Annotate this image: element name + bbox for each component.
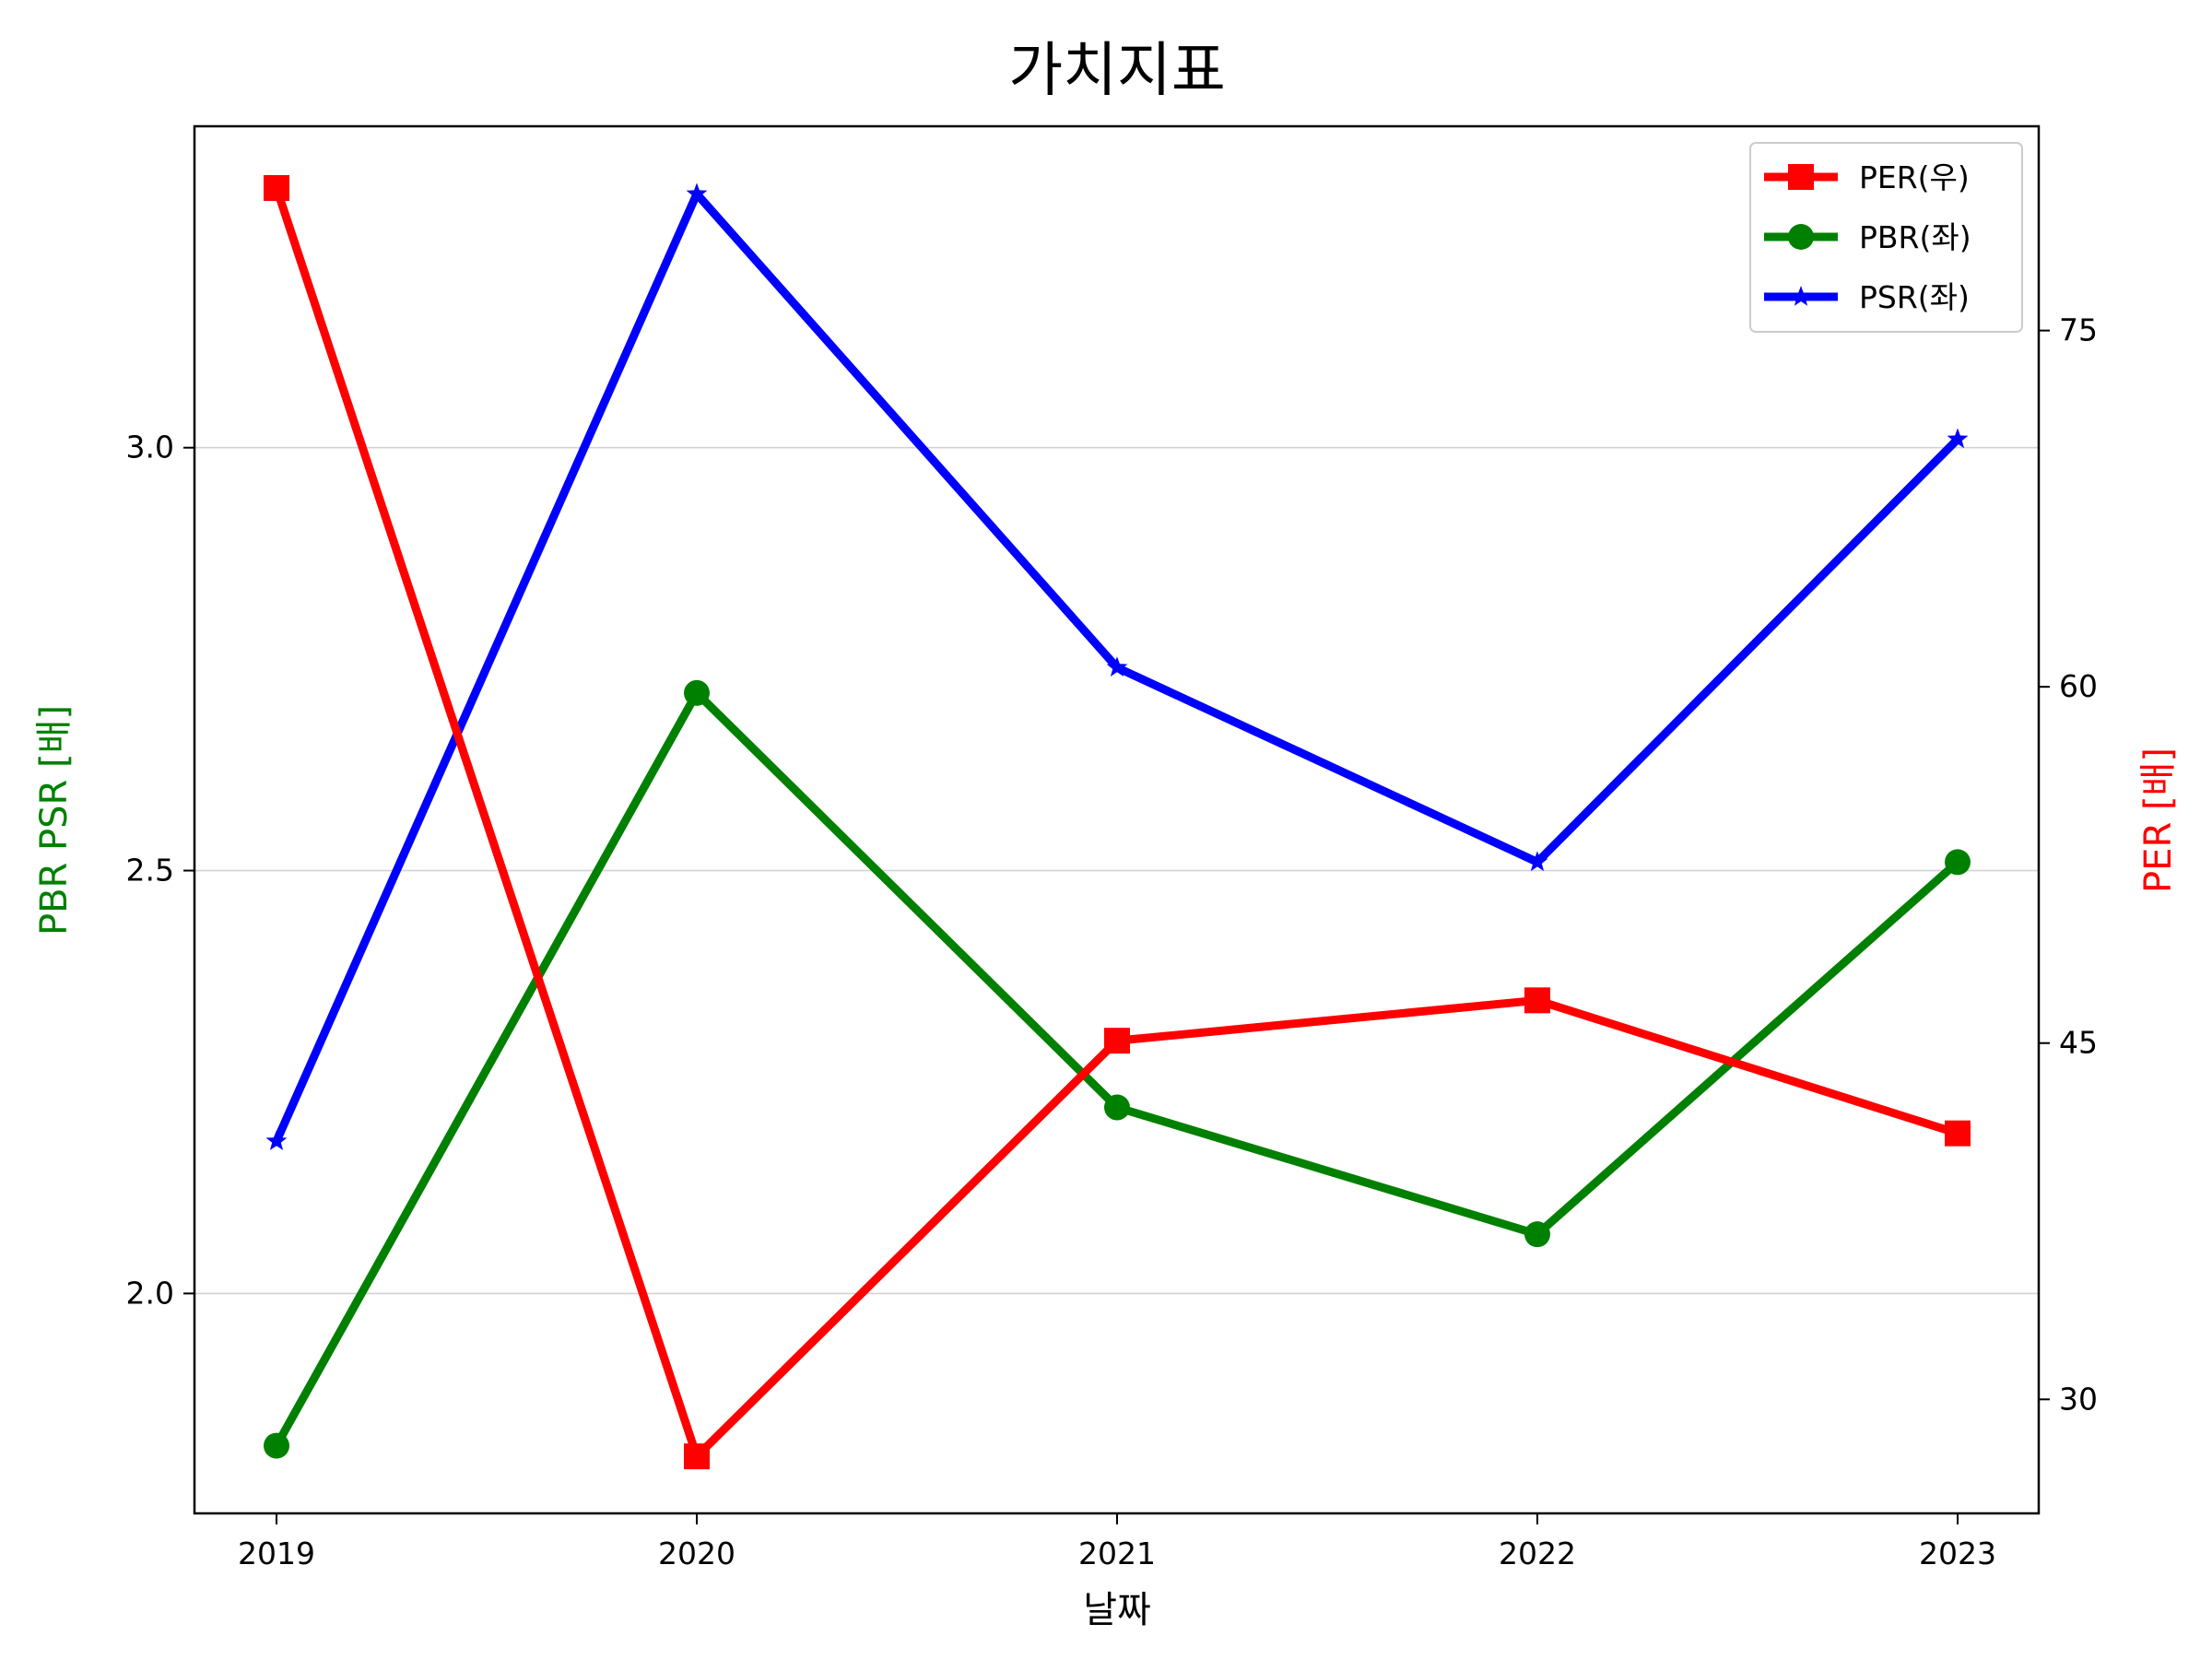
legend-marker <box>1788 224 1814 250</box>
data-point <box>1524 987 1550 1014</box>
data-point <box>1104 1028 1130 1054</box>
data-point <box>1945 849 1971 876</box>
left-y-axis: 2.0 2.5 3.0 <box>126 429 194 1311</box>
series-square-right <box>264 175 1971 1470</box>
left-y-tick-label: 2.5 <box>126 853 174 888</box>
data-point <box>1947 428 1969 449</box>
legend-label: PER(우) <box>1859 159 1970 195</box>
left-y-axis-label: PBR PSR [배] <box>33 705 76 935</box>
data-point <box>1104 1094 1130 1121</box>
data-point <box>1526 851 1548 872</box>
left-y-tick-label: 3.0 <box>126 429 174 465</box>
series-circle-left <box>264 679 1971 1459</box>
legend-marker <box>1790 286 1812 306</box>
data-point <box>686 182 708 204</box>
data-point <box>684 679 710 706</box>
chart-title: 가치지표 <box>1008 37 1226 105</box>
right-y-tick-label: 60 <box>2059 668 2098 704</box>
x-tick-label: 2022 <box>1499 1535 1576 1571</box>
x-axis-label: 날짜 <box>1083 1589 1151 1631</box>
right-y-tick-label: 45 <box>2059 1025 2098 1061</box>
left-y-tick-label: 2.0 <box>126 1275 174 1311</box>
data-point <box>264 1432 289 1459</box>
x-tick-label: 2019 <box>238 1535 315 1571</box>
data-point <box>264 175 289 202</box>
right-y-tick-label: 75 <box>2059 312 2098 348</box>
series-layer <box>264 175 1971 1470</box>
x-axis: 2019 2020 2021 2022 2023 <box>238 1513 1996 1571</box>
series-star-left <box>265 182 1969 1150</box>
right-y-tick-label: 30 <box>2059 1381 2098 1417</box>
legend-box <box>1749 142 2023 333</box>
legend-label: PSR(좌) <box>1859 279 1970 315</box>
data-point <box>1106 656 1128 677</box>
right-y-axis: 30 45 60 75 <box>2039 312 2098 1417</box>
data-point <box>684 1443 710 1470</box>
x-tick-label: 2020 <box>658 1535 735 1571</box>
data-point <box>1945 1120 1971 1147</box>
data-point <box>1524 1221 1550 1248</box>
data-point <box>265 1130 288 1150</box>
legend-marker <box>1788 164 1814 190</box>
right-y-axis-label: PER [배] <box>2137 747 2180 893</box>
x-tick-label: 2021 <box>1078 1535 1156 1571</box>
x-tick-label: 2023 <box>1919 1535 1996 1571</box>
legend-label: PBR(좌) <box>1859 219 1971 255</box>
legend: PER(우) PBR(좌) PSR(좌) <box>1749 142 2023 333</box>
